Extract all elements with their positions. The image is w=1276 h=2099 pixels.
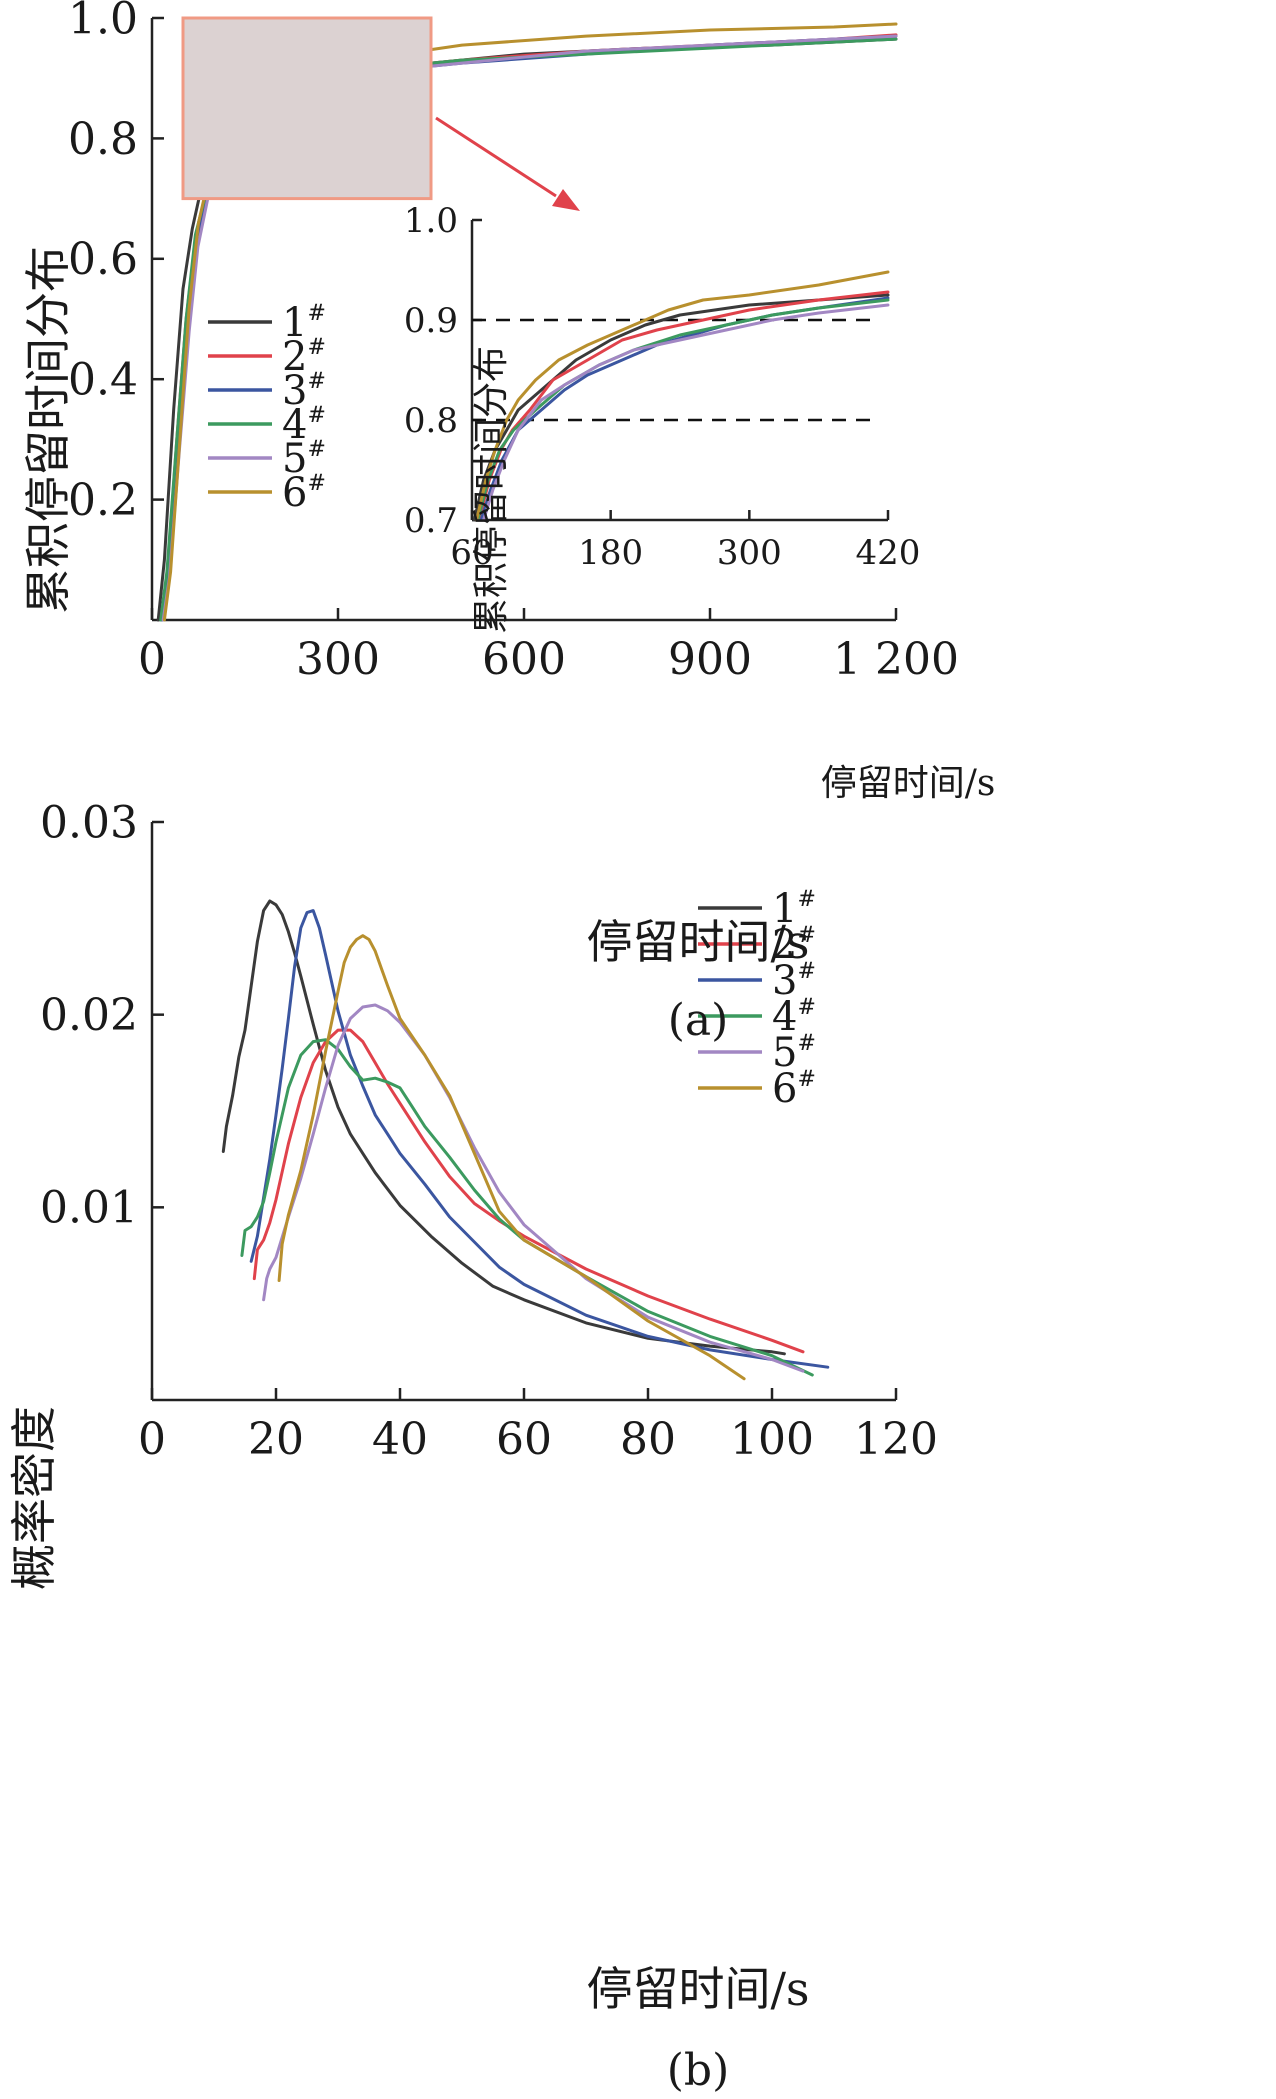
zoom-box bbox=[181, 16, 433, 201]
panel-b-x-tick-label: 80 bbox=[620, 1414, 676, 1465]
inset-xlabel: 停留时间/s bbox=[821, 763, 996, 804]
inset-ylabel: 累积停留时间分布 bbox=[471, 346, 512, 634]
zoom-arrow-line bbox=[435, 116, 557, 198]
panel-b-legend-marker: # bbox=[797, 887, 815, 912]
panel-b-x-tick-label: 120 bbox=[854, 1414, 938, 1465]
panel-a-caption: (a) bbox=[668, 995, 729, 1046]
panel-b-y-tick-label: 0.03 bbox=[40, 797, 138, 848]
panel-b-legend: 1#2#3#4#5#6# bbox=[698, 886, 816, 1112]
panel-a-xlabel: 停留时间/s bbox=[586, 915, 809, 969]
panel-b-legend-label-6: 6# bbox=[772, 1066, 816, 1112]
figure-labels: 停留时间/s (a) 累积停留时间分布 停留时间/s 累积停留时间分布 停留时间… bbox=[7, 246, 995, 2096]
panel-b-series-3-line bbox=[249, 909, 830, 1369]
panel-b-y-tick-label: 0.02 bbox=[40, 990, 138, 1041]
panel-b-axes: 0 20 40 60 80 100 120 0.01 0.02 0.03 bbox=[40, 797, 938, 1465]
inset-axes: 60 180 300 420 0.7 0.8 0.9 1.0 bbox=[404, 201, 921, 573]
panel-a-y-tick-label: 0.6 bbox=[68, 234, 138, 285]
panel-a-axes: 0 300 600 900 1 200 0.2 0.4 0.6 0.8 1.0 bbox=[68, 0, 959, 685]
panel-a-x-tick-label: 1 200 bbox=[833, 634, 959, 685]
inset-y-tick-label: 0.8 bbox=[404, 401, 458, 441]
inset-y-tick-label: 0.7 bbox=[404, 501, 458, 541]
panel-a-ylabel: 累积停留时间分布 bbox=[21, 246, 75, 614]
inset-y-tick-label: 1.0 bbox=[404, 201, 458, 241]
panel-b-caption: (b) bbox=[667, 2045, 730, 2096]
panel-b-legend-marker: # bbox=[797, 1031, 815, 1056]
panel-b-ylabel: 概率密度 bbox=[7, 1406, 61, 1590]
panel-b-pdf-chart: 0 20 40 60 80 100 120 0.01 0.02 0.03 1#2#3#4#5#6# bbox=[40, 797, 938, 1465]
panel-b-legend-marker: # bbox=[797, 1067, 815, 1092]
panel-b-x-tick-label: 40 bbox=[372, 1414, 428, 1465]
panel-a-legend-marker: # bbox=[307, 369, 325, 394]
inset-cdf-chart: 60 180 300 420 0.7 0.8 0.9 1.0 bbox=[404, 201, 921, 573]
panel-a-cdf-chart: 0 300 600 900 1 200 0.2 0.4 0.6 0.8 1.0 1#2#3#4#5#… bbox=[68, 0, 959, 685]
inset-series-5-line bbox=[482, 303, 890, 522]
inset-series-group bbox=[472, 270, 890, 522]
inset-x-tick-label: 300 bbox=[717, 533, 782, 573]
panel-a-y-tick-label: 0.2 bbox=[68, 475, 138, 526]
panel-b-legend-label-3: 3# bbox=[772, 958, 816, 1004]
panel-a-x-tick-label: 600 bbox=[482, 634, 566, 685]
panel-a-legend-marker: # bbox=[307, 437, 325, 462]
inset-series-6-line bbox=[475, 270, 890, 522]
panel-b-legend-marker: # bbox=[797, 923, 815, 948]
panel-a-y-tick-label: 0.8 bbox=[68, 114, 138, 165]
panel-b-series-group bbox=[221, 899, 830, 1381]
inset-series-3-line bbox=[479, 296, 890, 522]
panel-b-x-tick-label: 100 bbox=[730, 1414, 814, 1465]
panel-b-xlabel: 停留时间/s bbox=[586, 1962, 809, 2016]
panel-b-legend-marker: # bbox=[797, 995, 815, 1020]
panel-a-legend-marker: # bbox=[307, 335, 325, 360]
panel-b-legend-marker: # bbox=[797, 959, 815, 984]
inset-x-tick-label: 60 bbox=[450, 533, 493, 573]
panel-a-legend: 1#2#3#4#5#6# bbox=[208, 300, 326, 516]
zoom-arrow-head bbox=[552, 189, 580, 211]
panel-a-legend-marker: # bbox=[307, 471, 325, 496]
panel-b-y-tick-label: 0.01 bbox=[40, 1183, 138, 1234]
panel-b-x-tick-label: 0 bbox=[138, 1414, 166, 1465]
panel-a-legend-marker: # bbox=[307, 403, 325, 428]
panel-b-series-1-line bbox=[221, 899, 786, 1356]
panel-a-x-tick-label: 900 bbox=[668, 634, 752, 685]
panel-b-x-tick-label: 60 bbox=[496, 1414, 552, 1465]
panel-a-legend-marker: # bbox=[307, 301, 325, 326]
zoom-indicator bbox=[181, 16, 580, 211]
panel-b-x-tick-label: 20 bbox=[248, 1414, 304, 1465]
inset-x-tick-label: 180 bbox=[578, 533, 643, 573]
panel-a-x-tick-label: 300 bbox=[296, 634, 380, 685]
panel-b-legend-label-2: 2# bbox=[772, 922, 816, 968]
panel-a-legend-label-6: 6# bbox=[282, 470, 326, 516]
panel-a-y-tick-label: 1.0 bbox=[68, 0, 138, 44]
inset-y-tick-label: 0.9 bbox=[404, 301, 458, 341]
panel-a-x-tick-label: 0 bbox=[138, 634, 166, 685]
panel-b-series-2-line bbox=[252, 1028, 805, 1354]
panel-a-y-tick-label: 0.4 bbox=[68, 355, 138, 406]
panel-b-series-6-line bbox=[277, 934, 746, 1381]
inset-x-tick-label: 420 bbox=[856, 533, 921, 573]
